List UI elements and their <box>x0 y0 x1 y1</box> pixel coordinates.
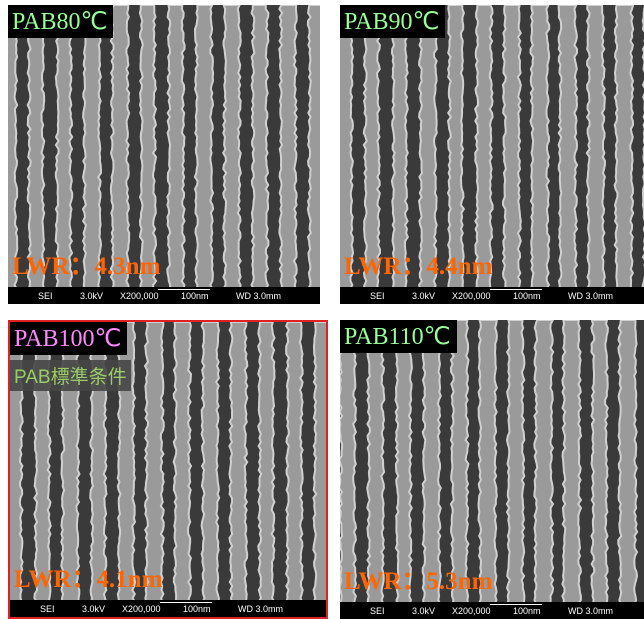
footer-text: X200,000 <box>120 291 159 301</box>
line-pattern <box>252 5 269 304</box>
footer-text: SEI <box>38 291 53 301</box>
sem-footer: SEI 3.0kV X200,000 100nm WD 3.0mm <box>340 602 644 619</box>
line-pattern <box>174 322 191 619</box>
line-pattern <box>223 5 241 304</box>
lwr-value: LWR：4.1nm <box>14 559 162 595</box>
footer-text: WD 3.0mm <box>238 604 283 614</box>
scale-bar <box>490 604 542 605</box>
sem-panel: PAB100℃ PAB標準条件 LWR：4.1nm SEI 3.0kV X200,000 1… <box>8 320 328 619</box>
lwr-value: LWR：4.4nm <box>344 246 492 282</box>
footer-text: WD 3.0mm <box>568 606 613 616</box>
footer-text: 100nm <box>183 604 211 614</box>
panel-label: PAB110℃ <box>340 320 457 353</box>
footer-text: X200,000 <box>122 604 161 614</box>
line-pattern <box>195 5 213 304</box>
line-pattern <box>229 322 247 619</box>
footer-text: SEI <box>370 606 385 616</box>
sem-footer: SEI 3.0kV X200,000 100nm WD 3.0mm <box>340 287 644 304</box>
footer-text: X200,000 <box>452 291 491 301</box>
scale-bar <box>160 602 212 603</box>
footer-text: WD 3.0mm <box>568 291 613 301</box>
footer-text: WD 3.0mm <box>236 291 281 301</box>
sem-panel: PAB80℃ LWR：4.3nm SEI 3.0kV X200,000 100nm WD 3… <box>8 5 320 304</box>
scale-bar <box>490 289 542 290</box>
line-pattern <box>258 322 274 619</box>
line-pattern <box>618 320 637 619</box>
line-pattern <box>615 5 634 304</box>
footer-text: 3.0kV <box>412 606 435 616</box>
line-pattern <box>534 320 553 619</box>
panel-label: PAB100℃ <box>10 322 127 355</box>
line-pattern <box>503 5 521 304</box>
line-pattern <box>559 5 578 304</box>
footer-text: 100nm <box>181 291 209 301</box>
line-pattern <box>531 5 550 304</box>
page: PAB80℃ LWR：4.3nm SEI 3.0kV X200,000 100nm WD 3… <box>0 0 644 619</box>
sem-footer: SEI 3.0kV X200,000 100nm WD 3.0mm <box>10 600 326 617</box>
sem-panel: PAB110℃ LWR：5.3nm SEI 3.0kV X200,000 100nm WD … <box>340 320 644 619</box>
line-pattern <box>202 322 220 619</box>
line-pattern <box>286 322 303 619</box>
lwr-value: LWR：4.3nm <box>12 246 160 282</box>
line-pattern <box>279 5 297 304</box>
line-pattern <box>562 320 581 619</box>
footer-text: SEI <box>40 604 55 614</box>
panel-note: PAB標準条件 <box>10 360 131 391</box>
sem-footer: SEI 3.0kV X200,000 100nm WD 3.0mm <box>8 287 320 304</box>
line-pattern <box>507 320 525 619</box>
footer-text: 3.0kV <box>412 291 435 301</box>
footer-text: 3.0kV <box>82 604 105 614</box>
line-pattern <box>587 5 605 304</box>
scale-bar <box>158 289 210 290</box>
panel-label: PAB80℃ <box>8 5 113 38</box>
footer-text: 100nm <box>513 291 541 301</box>
footer-text: 3.0kV <box>80 291 103 301</box>
footer-text: 100nm <box>513 606 541 616</box>
sem-panel: PAB90℃ LWR：4.4nm SEI 3.0kV X200,000 100nm WD 3… <box>340 5 644 304</box>
line-pattern <box>591 320 608 619</box>
lwr-value: LWR：5.3nm <box>344 561 492 597</box>
line-pattern <box>167 5 184 304</box>
line-pattern <box>313 322 328 619</box>
footer-text: X200,000 <box>452 606 491 616</box>
footer-text: SEI <box>370 291 385 301</box>
line-pattern <box>308 5 320 304</box>
panel-label: PAB90℃ <box>340 5 445 38</box>
